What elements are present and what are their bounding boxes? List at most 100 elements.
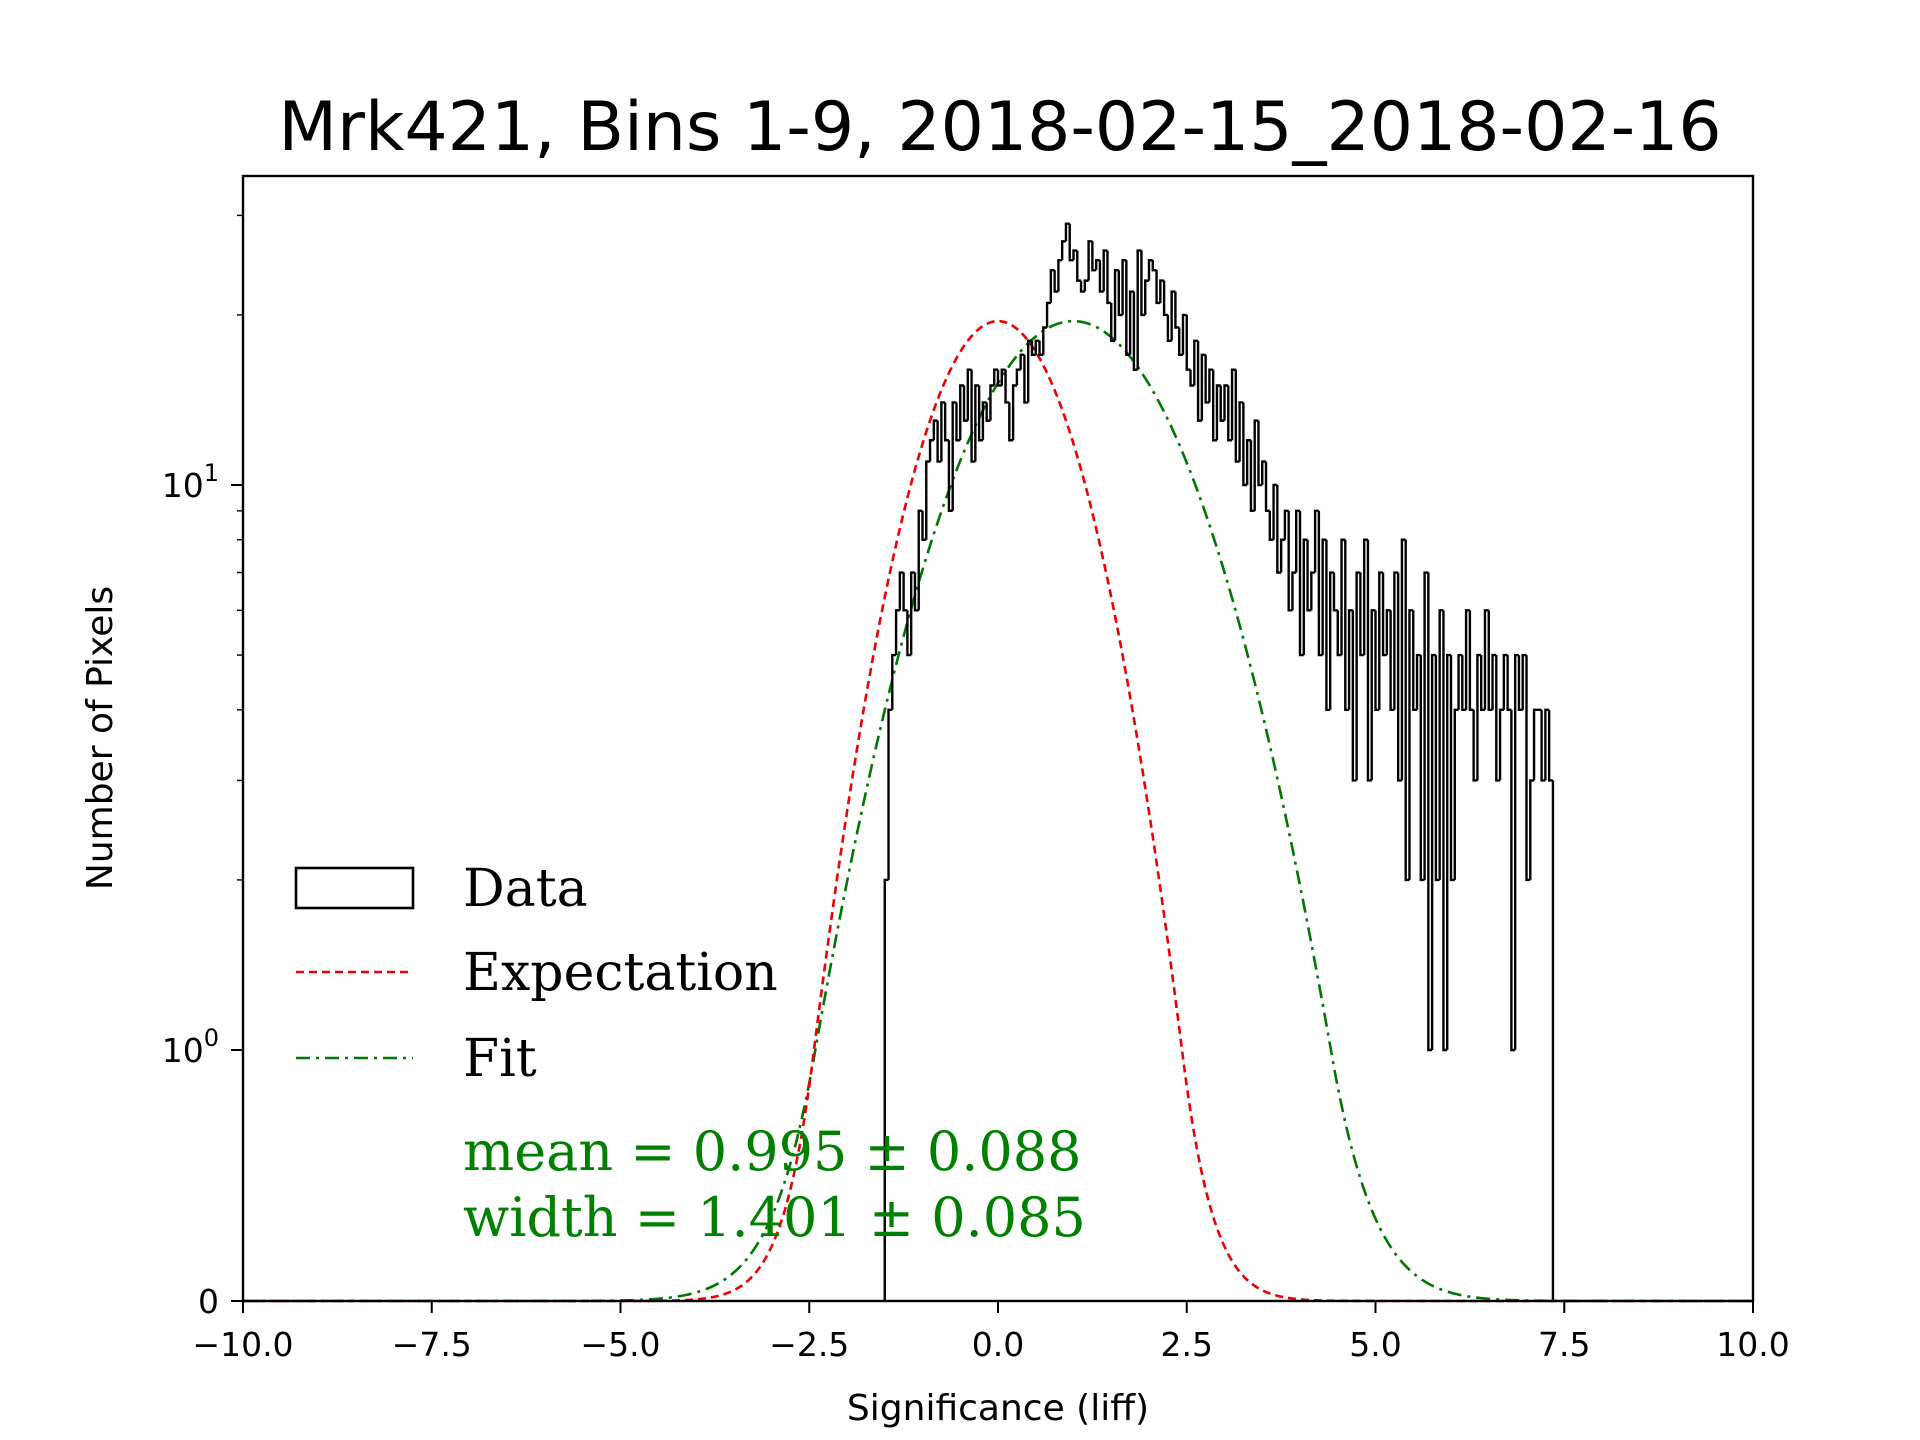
histogram-bin xyxy=(1511,1050,1515,1301)
legend-data-swatch xyxy=(294,866,415,910)
legend-entry-data: Data xyxy=(294,859,588,919)
x-tick-label: −7.5 xyxy=(392,1325,472,1364)
x-tick-label: 0.0 xyxy=(972,1325,1024,1364)
x-tick-label: 7.5 xyxy=(1538,1325,1590,1364)
histogram-bin xyxy=(1383,655,1387,1301)
histogram-bin xyxy=(1213,440,1217,1301)
histogram-bin xyxy=(1262,462,1266,1301)
histogram-bin xyxy=(1172,292,1176,1301)
x-tick-label: −5.0 xyxy=(580,1325,660,1364)
histogram-bin xyxy=(1270,540,1274,1301)
legend: Data Expectation Fit xyxy=(294,859,778,1089)
histogram-bin xyxy=(1500,710,1504,1301)
histogram-bin xyxy=(1111,341,1115,1301)
x-tick-label: 10.0 xyxy=(1716,1325,1789,1364)
histogram-bin xyxy=(1459,655,1463,1301)
histogram-bin xyxy=(1338,655,1342,1301)
histogram-bin xyxy=(1085,281,1089,1301)
histogram-bin xyxy=(1474,780,1478,1301)
histogram-bin xyxy=(1160,281,1164,1301)
histogram-bin xyxy=(1470,710,1474,1301)
histogram-bin xyxy=(1243,485,1247,1301)
fit-mean-annotation: mean = 0.995 ± 0.088 xyxy=(463,1120,1081,1183)
histogram-bin xyxy=(1413,710,1417,1301)
x-tick-label: 2.5 xyxy=(1161,1325,1213,1364)
histogram-bin xyxy=(1119,315,1123,1301)
histogram-bin xyxy=(1398,780,1402,1301)
histogram-bin xyxy=(1206,402,1210,1301)
histogram-bin xyxy=(1255,421,1259,1301)
histogram-bin xyxy=(1104,251,1108,1301)
histogram-bin xyxy=(1123,260,1127,1301)
histogram-bin xyxy=(1481,710,1485,1301)
histogram-bin xyxy=(1368,780,1372,1301)
histogram-bin xyxy=(1217,386,1221,1301)
x-axis: −10.0 −7.5 −5.0 −2.5 0.0 2.5 5.0 7.5 10.0 xyxy=(192,1301,1790,1364)
histogram-bin xyxy=(1209,370,1213,1301)
x-tick-label: −2.5 xyxy=(769,1325,849,1364)
histogram-bin xyxy=(1089,241,1093,1301)
histogram-bin xyxy=(1194,341,1198,1301)
histogram-bin xyxy=(1092,270,1096,1301)
chart-title: Mrk421, Bins 1-9, 2018-02-15_2018-02-16 xyxy=(278,88,1721,167)
y-axis-label: Number of Pixels xyxy=(80,586,121,890)
histogram-bin xyxy=(1157,303,1161,1301)
histogram-bin xyxy=(1466,610,1470,1301)
histogram-bin xyxy=(1126,355,1130,1301)
histogram-bin xyxy=(1277,573,1281,1301)
histogram-bin xyxy=(1221,421,1225,1301)
legend-label: Data xyxy=(463,859,588,919)
histogram-bin xyxy=(1334,610,1338,1301)
histogram-bin xyxy=(1538,710,1542,1301)
histogram-bin xyxy=(1225,386,1229,1301)
histogram-bin xyxy=(1489,710,1493,1301)
histogram-bin xyxy=(1545,710,1549,1301)
histogram-bin xyxy=(1519,710,1523,1301)
histogram-bin xyxy=(1376,710,1380,1301)
histogram-bin xyxy=(1266,511,1270,1301)
histogram-bin xyxy=(1281,540,1285,1301)
histogram-bin xyxy=(1240,402,1244,1301)
histogram-bin xyxy=(1443,1050,1447,1301)
histogram-bin xyxy=(1504,655,1508,1301)
legend-label: Expectation xyxy=(463,943,778,1003)
histogram-outline xyxy=(883,222,1555,1301)
histogram-bin xyxy=(1534,710,1538,1301)
x-axis-label: Significance (liff) xyxy=(847,1388,1149,1429)
histogram-bin xyxy=(1326,710,1330,1301)
histogram-bin xyxy=(1406,880,1410,1301)
histogram-bin xyxy=(1130,292,1134,1301)
histogram-bin xyxy=(1251,511,1255,1301)
histogram-bin xyxy=(1345,710,1349,1301)
histogram-bin xyxy=(1100,292,1104,1301)
histogram-bin xyxy=(1436,880,1440,1301)
histogram-bin xyxy=(1300,655,1304,1301)
histogram-layer xyxy=(883,222,1555,1301)
histogram-bin xyxy=(1179,355,1183,1301)
legend-label: Fit xyxy=(463,1029,537,1089)
histogram-bin xyxy=(1451,880,1455,1301)
histogram-bin xyxy=(1081,292,1085,1301)
histogram-bin xyxy=(1308,610,1312,1301)
histogram-bin xyxy=(1485,610,1489,1301)
histogram-bin xyxy=(1198,421,1202,1301)
histogram-bin xyxy=(1353,780,1357,1301)
histogram-bin xyxy=(1247,440,1251,1301)
histogram-bin xyxy=(1428,1050,1432,1301)
histogram-bin xyxy=(1462,710,1466,1301)
x-tick-label: −10.0 xyxy=(192,1325,293,1364)
histogram-bin xyxy=(1391,710,1395,1301)
histogram-bin xyxy=(1232,370,1236,1301)
fit-width-annotation: width = 1.401 ± 0.085 xyxy=(463,1186,1086,1249)
histogram-bin xyxy=(1292,573,1296,1301)
histogram-bin xyxy=(1183,315,1187,1301)
histogram-bin xyxy=(1496,780,1500,1301)
histogram-bin xyxy=(1258,485,1262,1301)
histogram-bin xyxy=(1153,270,1157,1301)
histogram-bin xyxy=(1115,270,1119,1301)
histogram-bin xyxy=(1138,251,1142,1301)
histogram-bin xyxy=(1387,610,1391,1301)
histogram-bin xyxy=(1134,370,1138,1301)
